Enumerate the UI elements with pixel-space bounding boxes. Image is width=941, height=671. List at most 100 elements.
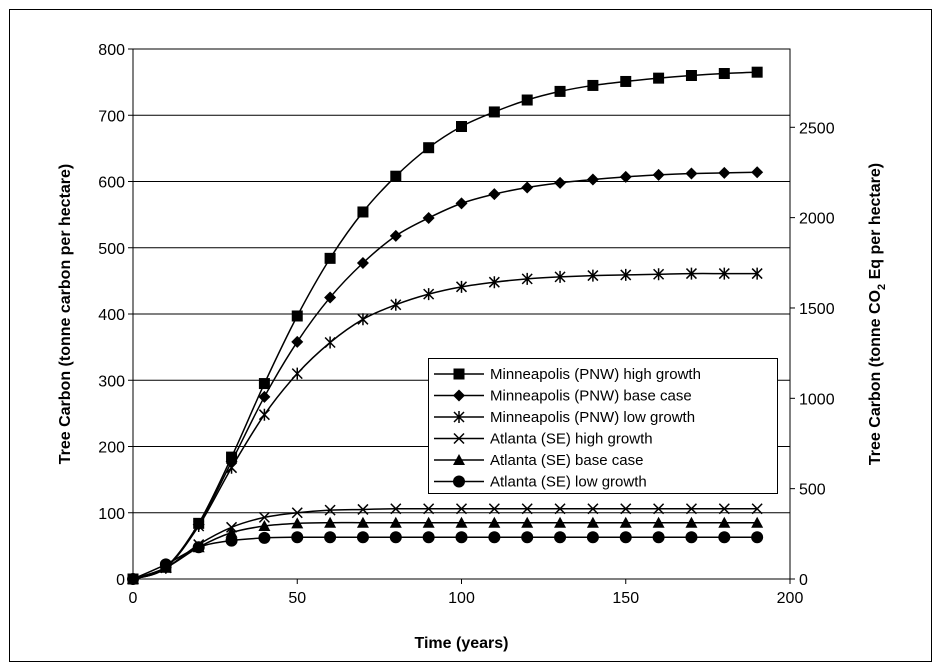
data-point [521,503,533,515]
data-point [586,531,599,544]
y-tick-label: 400 [98,307,125,324]
data-point [455,280,468,293]
data-point [324,291,337,304]
data-point [258,520,271,531]
legend-label: Atlanta (SE) base case [490,452,643,469]
data-point [258,511,270,523]
y2-tick-label: 1500 [799,301,835,318]
data-point [389,229,402,242]
data-point [356,256,369,269]
legend-label: Atlanta (SE) low growth [490,474,647,491]
y2-tick-label: 1000 [799,391,835,408]
data-point [619,531,632,544]
data-point [258,531,271,544]
data-point [587,503,599,515]
legend-item: Minneapolis (PNW) base case [434,388,692,405]
data-point [652,516,665,528]
data-point [390,170,402,182]
data-point [554,270,566,283]
legend-label: Minneapolis (PNW) base case [490,388,692,405]
y-axis-title-left: Tree Carbon (tonne carbon per hectare) [57,164,74,465]
legend-marker [453,432,465,445]
data-point [324,504,336,516]
y-axis-left: 0 100 200 300 400 500 600 700 800 [98,42,133,589]
legend-marker [453,475,465,488]
data-point [587,79,599,91]
legend-label: Minneapolis (PNW) low growth [490,409,695,426]
data-point [324,516,337,528]
data-point [685,167,698,180]
data-point [488,531,501,544]
data-point [159,558,172,571]
data-point [324,252,336,264]
data-point [488,106,500,118]
x-tick-label: 100 [448,590,475,607]
data-point [225,534,238,547]
data-point [226,461,238,474]
legend-marker [453,411,465,423]
data-point [751,516,764,528]
data-point [357,206,369,218]
legend-item: Atlanta (SE) low growth [434,474,647,491]
x-axis-title: Time (years) [415,635,509,652]
x-tick-label: 50 [288,590,306,607]
y-tick-label: 800 [98,42,125,59]
data-point [389,531,402,544]
y-axis-title-right: Tree Carbon (tonne CO2 Eq per hectare) [867,163,888,465]
data-point [653,503,665,515]
y-axis-right: 0 500 1000 1500 2000 2500 [790,120,835,589]
data-point [258,408,270,421]
y-tick-label: 600 [98,175,125,192]
data-point [521,181,534,194]
x-tick-label: 150 [612,590,639,607]
data-point [488,503,500,515]
y-tick-label: 500 [98,241,125,258]
data-point [488,516,501,528]
data-point [586,516,599,528]
data-point [554,503,566,515]
data-point [718,166,731,179]
data-point [390,298,402,311]
x-axis: 0 50 100 150 200 [129,579,803,607]
y2-tick-label: 500 [799,482,826,499]
data-point [389,516,402,528]
data-point [456,121,467,133]
data-point [521,531,534,544]
legend-item: Minneapolis (PNW) high growth [434,366,701,383]
y2-tick-label: 0 [799,572,808,589]
legend-label: Atlanta (SE) high growth [490,431,653,448]
data-point [291,335,304,348]
data-point [324,531,337,544]
data-point [291,310,303,322]
data-point [521,516,534,528]
y-tick-label: 700 [98,108,125,125]
y-tick-label: 0 [116,572,125,589]
y-tick-label: 100 [98,506,125,523]
data-point [653,268,665,281]
data-point [751,531,764,544]
data-point [291,531,304,544]
legend-item: Atlanta (SE) base case [434,452,643,469]
data-point [685,267,697,280]
outer-border [9,9,932,662]
data-point [225,526,238,538]
data-point [685,531,698,544]
data-point [521,272,533,285]
data-point [718,68,730,80]
legend-item: Minneapolis (PNW) low growth [434,409,695,426]
data-point [192,541,205,554]
y2-tick-label: 2000 [799,211,835,228]
data-point [455,503,468,515]
data-point [356,531,369,544]
data-point [390,503,402,515]
data-point [554,516,567,528]
data-point [291,517,304,529]
data-point [554,531,567,544]
data-point [422,211,435,224]
series-markers [127,66,764,585]
data-point [685,503,697,515]
data-point [357,503,369,515]
data-point [554,85,566,97]
data-point [652,531,665,544]
data-point [356,516,369,528]
